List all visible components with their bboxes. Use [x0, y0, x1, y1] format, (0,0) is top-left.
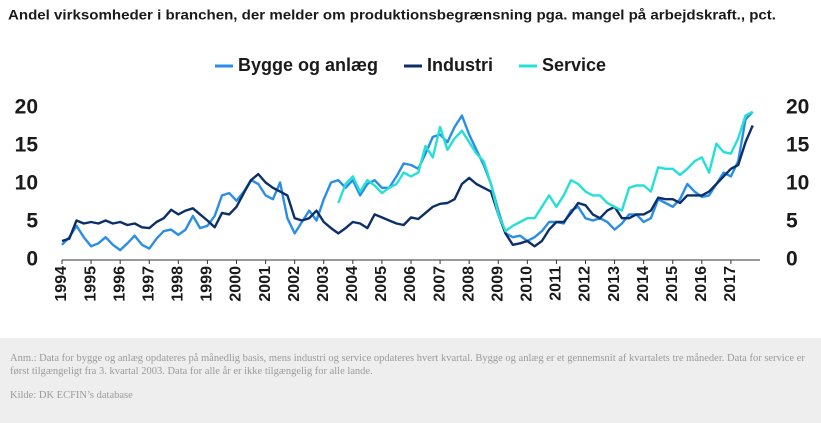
legend-label: Bygge og anlæg: [238, 55, 378, 75]
series-line: [337, 110, 754, 233]
x-tick-label: 2014: [635, 266, 652, 302]
x-tick-label: 1994: [53, 266, 70, 302]
y-tick-label: 5: [26, 210, 38, 233]
x-tick-label: 2001: [257, 266, 274, 302]
x-tick-label: 1998: [170, 266, 187, 302]
y-tick-label: 10: [15, 172, 38, 195]
y-tick-label: 20: [15, 96, 38, 119]
chart-title: Andel virksomheder i branchen, der melde…: [8, 7, 776, 23]
x-tick-label: 2010: [519, 266, 536, 302]
legend-label: Industri: [427, 55, 493, 75]
x-tick-label: 2008: [460, 266, 477, 302]
x-tick-label: 2016: [693, 266, 710, 302]
footnote-box: Anm.: Data for bygge og anlæg opdateres …: [0, 338, 821, 423]
x-tick-label: 2009: [489, 266, 506, 302]
y-tick-label: 0: [26, 248, 38, 271]
y2-tick-label: 5: [786, 210, 798, 233]
chart: Andel virksomheder i branchen, der melde…: [8, 7, 810, 302]
x-tick-label: 2003: [315, 266, 332, 302]
x-tick-label: 1996: [111, 266, 128, 302]
series-line: [61, 125, 754, 248]
x-tick-label: 2004: [344, 266, 361, 302]
footnote: Anm.: Data for bygge og anlæg opdateres …: [10, 353, 805, 377]
y2-tick-label: 20: [786, 96, 809, 119]
x-tick-label: 2007: [431, 266, 448, 302]
x-tick-label: 2017: [722, 266, 739, 302]
x-tick-label: 1997: [140, 266, 157, 302]
x-tick-label: 1995: [82, 266, 99, 302]
x-tick-label: 2005: [373, 266, 390, 302]
source: Kilde: DK ECFIN’s database: [10, 390, 133, 401]
y-tick-label: 15: [15, 134, 39, 157]
x-tick-label: 2011: [548, 266, 565, 301]
x-tick-label: 2000: [228, 266, 245, 302]
legend-label: Service: [542, 55, 606, 75]
y2-tick-label: 0: [786, 248, 798, 271]
x-tick-label: 1999: [199, 266, 216, 302]
y2-tick-label: 10: [786, 172, 809, 195]
x-tick-label: 2015: [664, 266, 681, 302]
x-tick-label: 2006: [402, 266, 419, 302]
series-line: [61, 110, 754, 252]
x-tick-label: 2002: [286, 266, 303, 302]
y2-tick-label: 15: [786, 134, 810, 157]
x-tick-label: 2012: [577, 266, 594, 302]
x-tick-label: 2013: [606, 266, 623, 302]
